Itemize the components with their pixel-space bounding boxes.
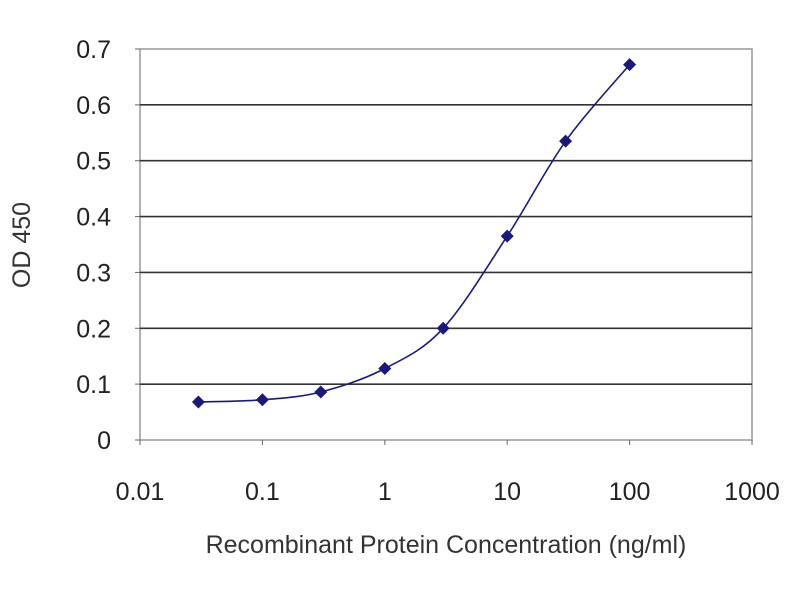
- y-tick-label: 0.7: [76, 36, 111, 64]
- gridlines: [140, 104, 752, 385]
- x-tick-label: 0.1: [245, 478, 280, 506]
- x-tick-label: 1: [378, 478, 392, 506]
- y-tick-label: 0.2: [76, 315, 111, 343]
- data-point-3: [314, 385, 328, 399]
- y-tick-label: 0.4: [76, 204, 111, 232]
- data-point-4: [378, 362, 392, 376]
- x-tick-label: 100: [609, 478, 651, 506]
- x-axis-ticks: 0.01 0.1 1 10 100 1000: [116, 440, 780, 506]
- y-tick-label: 0.3: [76, 259, 111, 287]
- data-points: [191, 58, 637, 409]
- data-point-6: [500, 229, 514, 243]
- x-axis-title: Recombinant Protein Concentration (ng/ml…: [206, 531, 687, 559]
- data-point-2: [255, 393, 269, 407]
- data-point-1: [191, 395, 205, 409]
- series-line: [198, 64, 631, 403]
- y-axis-title: OD 450: [8, 202, 36, 288]
- data-point-8: [623, 58, 637, 72]
- y-axis-ticks: 0 0.1 0.2 0.3 0.4 0.5 0.6 0.7: [76, 36, 140, 455]
- y-tick-label: 0.6: [76, 92, 111, 120]
- y-tick-label: 0.1: [76, 371, 111, 399]
- x-tick-label: 1000: [724, 478, 780, 506]
- x-tick-label: 0.01: [116, 478, 165, 506]
- x-tick-label: 10: [493, 478, 521, 506]
- data-point-5: [436, 321, 450, 335]
- data-point-7: [559, 134, 573, 148]
- y-tick-label: 0.5: [76, 148, 111, 176]
- y-tick-label: 0: [97, 427, 111, 455]
- plot-area: [139, 48, 753, 441]
